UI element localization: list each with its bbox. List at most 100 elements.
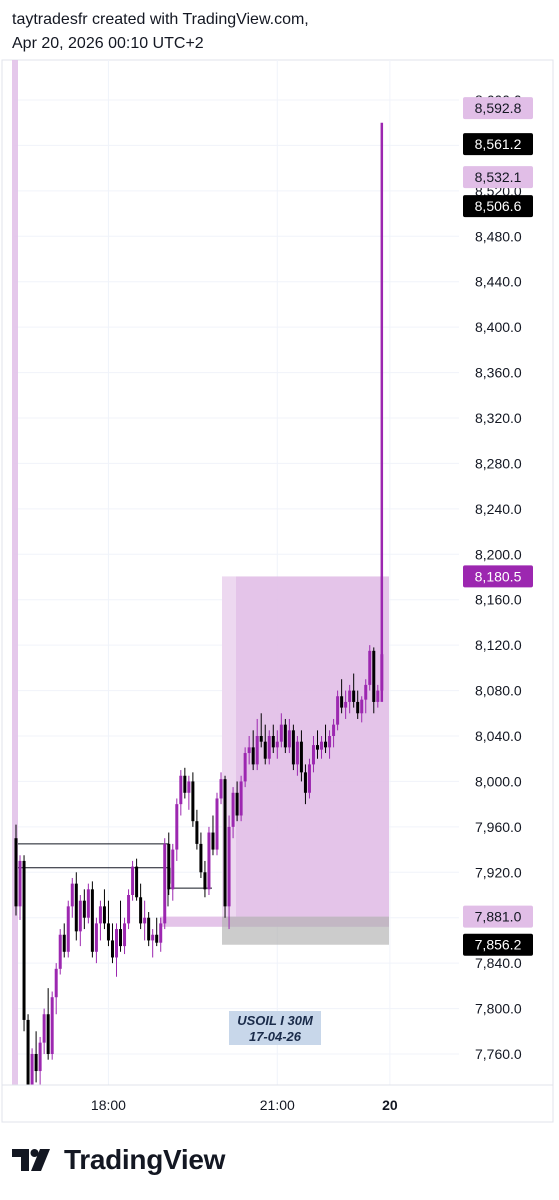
- candle-body: [58, 934, 62, 969]
- candle-body: [38, 1042, 42, 1072]
- candle-body: [352, 690, 356, 702]
- y-tick-label: 7,920.0: [475, 864, 522, 880]
- x-tick-label: 21:00: [260, 1097, 295, 1113]
- candle-body: [332, 724, 336, 736]
- candle-body: [42, 1014, 46, 1043]
- candle-body: [251, 747, 255, 765]
- candle-body: [74, 883, 78, 932]
- candle-body: [303, 772, 307, 793]
- tradingview-logo: TradingView: [12, 1144, 225, 1176]
- y-tick-label: 8,400.0: [475, 319, 522, 335]
- candle-body: [223, 779, 227, 907]
- candle-body: [94, 923, 98, 952]
- tradingview-logo-icon: [12, 1149, 50, 1171]
- candle-body: [239, 781, 243, 816]
- candle-body: [127, 895, 131, 924]
- author-line: taytradesfr created with TradingView.com…: [12, 11, 309, 28]
- candle-body: [279, 724, 283, 742]
- y-tick-label: 8,000.0: [475, 773, 522, 789]
- candle-body: [203, 872, 207, 890]
- y-tick-label: 7,760.0: [475, 1046, 522, 1062]
- target-zone: [222, 576, 389, 917]
- candle-body: [110, 940, 114, 958]
- candle-body: [131, 866, 135, 895]
- candle-body: [259, 736, 263, 742]
- candle-body: [167, 843, 171, 890]
- candle-body: [295, 741, 299, 765]
- candle-body: [195, 821, 199, 844]
- candle-body: [231, 792, 235, 827]
- stop-zone: [222, 916, 389, 945]
- candle-body: [187, 781, 191, 793]
- candle-body: [360, 699, 364, 714]
- candle-body: [263, 741, 267, 759]
- x-tick-label: 20: [382, 1097, 398, 1113]
- candle-body: [255, 736, 259, 765]
- candle-body: [26, 1019, 30, 1085]
- candle-body: [155, 934, 159, 943]
- candle-body: [340, 696, 344, 708]
- candle-body: [368, 650, 372, 685]
- candles: [14, 122, 384, 1085]
- candle-body: [275, 741, 279, 748]
- candle-body: [283, 724, 287, 748]
- candle-body: [247, 747, 251, 754]
- candle-body: [328, 736, 332, 748]
- candle-body: [316, 745, 319, 750]
- candle-body: [336, 696, 340, 725]
- candle-body: [102, 906, 106, 924]
- y-tick-label: 8,120.0: [475, 637, 522, 653]
- candle-body: [183, 775, 187, 793]
- candle-body: [22, 860, 26, 1020]
- candle-body: [34, 1054, 38, 1072]
- price-label-value: 8,561.2: [475, 136, 522, 152]
- candle-body: [30, 1054, 34, 1085]
- candle-body: [356, 701, 360, 714]
- candle-body: [139, 897, 143, 924]
- candle-body: [106, 923, 110, 941]
- chart-credit: taytradesfr created with TradingView.com…: [12, 8, 309, 56]
- candle-body: [86, 889, 90, 918]
- y-tick-label: 8,480.0: [475, 228, 522, 244]
- candle-body: [147, 917, 151, 941]
- price-label-value: 8,180.5: [475, 568, 522, 584]
- candle-body: [54, 968, 58, 998]
- candle-body: [98, 906, 102, 924]
- candle-body: [372, 650, 376, 702]
- y-tick-label: 7,840.0: [475, 955, 522, 971]
- structure-line-lower: [18, 867, 212, 889]
- price-label-tag: [463, 905, 533, 928]
- candle-body: [227, 826, 231, 907]
- symbol-label: USOIL I 30M: [237, 1013, 314, 1028]
- y-tick-label: 8,280.0: [475, 455, 522, 471]
- symbol-watermark-bg: [229, 1011, 321, 1045]
- candle-body: [18, 860, 22, 907]
- candle-body: [135, 866, 139, 898]
- y-tick-label: 7,800.0: [475, 1001, 522, 1017]
- candle-body: [215, 798, 219, 850]
- candle-body: [123, 923, 127, 947]
- candle-body: [307, 764, 311, 793]
- price-label-tag: [463, 195, 533, 218]
- candle-body: [348, 690, 352, 702]
- y-tick-label: 8,360.0: [475, 365, 522, 381]
- candle-body: [287, 730, 291, 748]
- candle-body: [62, 934, 66, 952]
- candle-body: [344, 701, 348, 708]
- candle-body: [207, 832, 211, 890]
- candle-body: [115, 929, 118, 958]
- candle-body: [171, 849, 175, 890]
- candle-body: [380, 654, 384, 691]
- candle-body: [66, 906, 70, 952]
- price-label-tag: [463, 933, 533, 956]
- candle-body: [291, 730, 295, 765]
- y-tick-label: 8,240.0: [475, 501, 522, 517]
- y-tick-label: 8,040.0: [475, 728, 522, 744]
- x-tick-label: 18:00: [91, 1097, 126, 1113]
- candle-body: [179, 775, 183, 805]
- date-label: 17-04-26: [249, 1029, 302, 1044]
- price-label-tag: [463, 133, 533, 156]
- price-label-value: 8,506.6: [475, 198, 522, 214]
- candle-body: [14, 838, 18, 907]
